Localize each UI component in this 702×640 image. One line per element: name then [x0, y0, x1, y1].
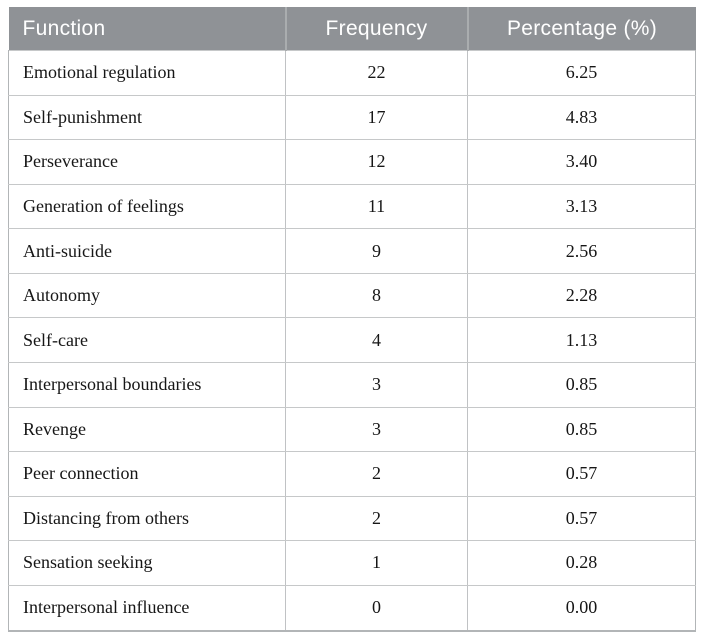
table-row: Distancing from others 2 0.57: [8, 495, 696, 542]
percentage-cell: 6.25: [467, 50, 696, 96]
percentage-cell: 3.13: [467, 183, 696, 230]
function-cell: Distancing from others: [8, 495, 286, 542]
function-cell: Sensation seeking: [8, 540, 286, 586]
function-cell: Self-care: [8, 317, 286, 363]
percentage-cell: 0.85: [467, 361, 696, 408]
table-row: Emotional regulation 22 6.25: [8, 50, 696, 96]
function-cell: Peer connection: [8, 451, 286, 497]
table-row: Perseverance 12 3.40: [8, 139, 696, 185]
column-header-percentage: Percentage (%): [466, 7, 696, 51]
frequency-cell: 0: [285, 584, 468, 632]
percentage-cell: 3.40: [467, 139, 696, 185]
frequency-cell: 3: [285, 361, 468, 408]
table-row: Anti-suicide 9 2.56: [8, 228, 696, 274]
percentage-cell: 0.85: [467, 406, 696, 453]
frequency-cell: 2: [285, 495, 468, 542]
table-row: Peer connection 2 0.57: [8, 451, 696, 497]
column-header-frequency: Frequency: [284, 7, 468, 51]
percentage-cell: 0.00: [467, 584, 696, 632]
table-row: Interpersonal boundaries 3 0.85: [8, 361, 696, 408]
function-cell: Interpersonal boundaries: [8, 361, 286, 408]
frequency-cell: 17: [285, 94, 468, 141]
column-header-function: Function: [8, 7, 286, 51]
percentage-cell: 4.83: [467, 94, 696, 141]
percentage-cell: 0.57: [467, 495, 696, 542]
function-cell: Generation of feelings: [8, 183, 286, 230]
header-row: Function Frequency Percentage (%): [8, 7, 696, 51]
table-row: Self-care 4 1.13: [8, 317, 696, 363]
table-row: Interpersonal influence 0 0.00: [8, 584, 696, 632]
frequency-cell: 2: [285, 451, 468, 497]
table-figure: Function Frequency Percentage (%) Emotio…: [8, 7, 696, 632]
table-body: Emotional regulation 22 6.25 Self-punishmen…: [8, 50, 696, 632]
table-row: Sensation seeking 1 0.28: [8, 540, 696, 586]
function-cell: Perseverance: [8, 139, 286, 185]
percentage-cell: 0.28: [467, 540, 696, 586]
function-cell: Interpersonal influence: [8, 584, 286, 632]
table-row: Revenge 3 0.85: [8, 406, 696, 453]
frequency-cell: 8: [285, 272, 468, 319]
percentage-cell: 1.13: [467, 317, 696, 363]
frequency-cell: 3: [285, 406, 468, 453]
percentage-cell: 2.56: [467, 228, 696, 274]
table-row: Self-punishment 17 4.83: [8, 94, 696, 141]
function-cell: Emotional regulation: [8, 50, 286, 96]
frequency-cell: 1: [285, 540, 468, 586]
percentage-cell: 0.57: [467, 451, 696, 497]
function-cell: Anti-suicide: [8, 228, 286, 274]
function-cell: Autonomy: [8, 272, 286, 319]
function-cell: Revenge: [8, 406, 286, 453]
frequency-cell: 4: [285, 317, 468, 363]
frequency-cell: 12: [285, 139, 468, 185]
table-row: Generation of feelings 11 3.13: [8, 183, 696, 230]
percentage-cell: 2.28: [467, 272, 696, 319]
functions-frequency-table: Function Frequency Percentage (%) Emotio…: [8, 7, 696, 632]
table-header: Function Frequency Percentage (%): [8, 7, 696, 51]
table-row: Autonomy 8 2.28: [8, 272, 696, 319]
frequency-cell: 22: [285, 50, 468, 96]
function-cell: Self-punishment: [8, 94, 286, 141]
frequency-cell: 9: [285, 228, 468, 274]
frequency-cell: 11: [285, 183, 468, 230]
